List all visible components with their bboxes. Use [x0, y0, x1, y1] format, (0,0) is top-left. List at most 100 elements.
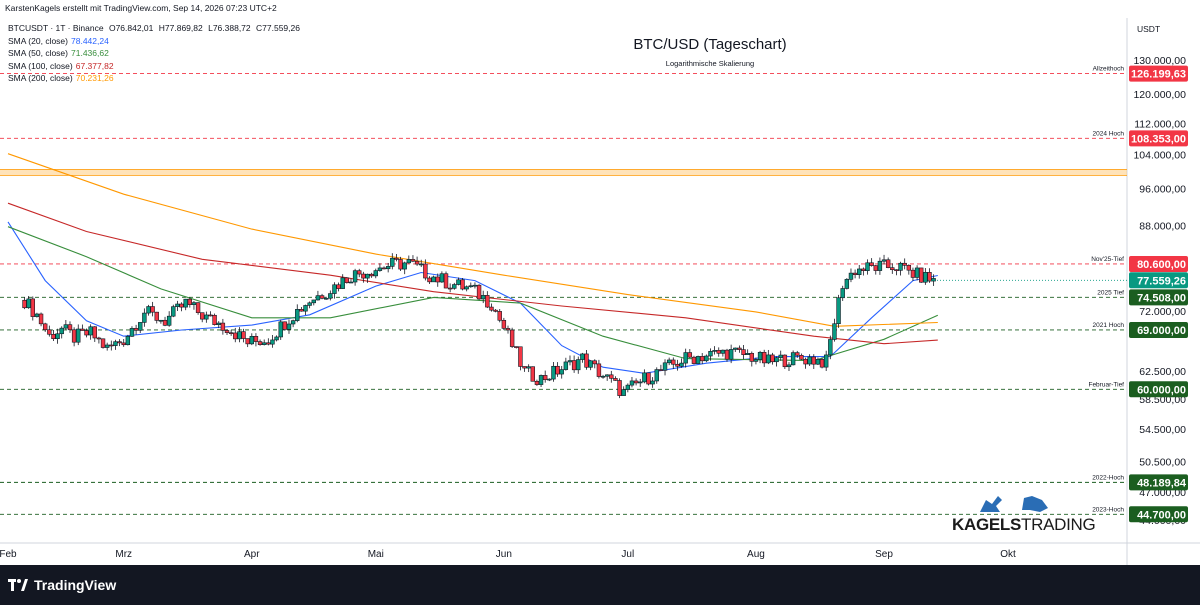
- candle-body: [233, 332, 238, 340]
- candle: [220, 318, 226, 335]
- level-price-label: 48.189,84: [1137, 477, 1187, 489]
- candle-body: [580, 353, 585, 360]
- candle: [869, 258, 874, 267]
- candle-body: [613, 378, 618, 381]
- candle: [233, 327, 238, 343]
- indicator-sma20[interactable]: SMA (20, close) 78.442,24: [8, 35, 300, 48]
- price-chart[interactable]: 44.000,0047.000,0050.500,0054.500,0058.5…: [0, 0, 1200, 565]
- candle-body: [530, 366, 535, 382]
- level-price-tag: [1129, 321, 1188, 338]
- candle: [96, 336, 102, 344]
- candle-body: [344, 277, 350, 283]
- candle-body: [509, 329, 515, 347]
- candle-body: [385, 266, 391, 270]
- candle: [571, 355, 577, 373]
- candle: [121, 338, 126, 347]
- candle: [501, 317, 507, 331]
- candle: [910, 267, 916, 282]
- candle-body: [501, 319, 507, 329]
- candle-body: [890, 267, 895, 271]
- candle-body: [592, 360, 597, 365]
- footer-brand: TradingView: [34, 577, 117, 593]
- candle-body: [38, 313, 44, 325]
- y-tick-label: 50.500,00: [1139, 456, 1186, 468]
- candle-body: [671, 359, 676, 365]
- candle: [881, 254, 887, 265]
- candle-body: [476, 284, 482, 300]
- author-line: KarstenKagels erstellt mit TradingView.c…: [5, 3, 277, 13]
- candle: [270, 334, 275, 348]
- candle-body: [728, 349, 734, 360]
- candle: [757, 350, 763, 364]
- candle: [679, 358, 684, 368]
- indicator-sma200[interactable]: SMA (200, close) 70.231,26: [8, 72, 300, 85]
- candle-body: [819, 359, 825, 368]
- candle-body: [80, 328, 85, 331]
- candle: [493, 309, 498, 313]
- ohlc-low: L76.388,72: [208, 23, 251, 33]
- candle-body: [253, 336, 259, 342]
- candle-body: [547, 378, 552, 381]
- candle-body: [212, 314, 217, 325]
- x-tick-label: Feb: [0, 549, 17, 560]
- candle-body: [617, 380, 622, 396]
- candle: [588, 360, 593, 371]
- price-axis-unit[interactable]: USDT: [1137, 24, 1161, 34]
- candle-body: [113, 341, 118, 346]
- tradingview-logo[interactable]: TradingView: [8, 577, 116, 593]
- candle: [414, 256, 420, 266]
- indicator-sma100[interactable]: SMA (100, close) 67.377,82: [8, 60, 300, 73]
- candle-body: [274, 336, 279, 341]
- candle-body: [439, 273, 445, 283]
- indicator-value: 78.442,24: [71, 35, 109, 46]
- level-price-label: 44.700,00: [1137, 509, 1186, 521]
- candle: [790, 350, 796, 366]
- level-price-label: 108.353,00: [1131, 133, 1186, 145]
- candle: [328, 290, 333, 301]
- candle: [621, 386, 626, 396]
- chart-subtitle: Logarithmische Skalierung: [665, 59, 755, 68]
- candle: [340, 274, 345, 289]
- candle: [629, 377, 635, 388]
- candle-body: [551, 365, 556, 380]
- candle: [257, 339, 263, 346]
- candle: [662, 359, 668, 376]
- x-tick-label: Jul: [621, 549, 634, 560]
- indicator-sma50[interactable]: SMA (50, close) 71.436,62: [8, 47, 300, 60]
- candle-body: [47, 329, 52, 335]
- candle: [609, 370, 614, 383]
- candle-body: [443, 273, 449, 289]
- candle-body: [175, 303, 180, 307]
- candle-body: [571, 360, 577, 371]
- candle: [303, 304, 308, 315]
- symbol-label[interactable]: BTCUSDT · 1T · Binance: [8, 23, 104, 33]
- candle: [551, 361, 556, 382]
- candle-body: [125, 336, 131, 346]
- candle-body: [576, 359, 581, 371]
- indicator-label: SMA (200, close): [8, 73, 73, 83]
- candle: [71, 327, 77, 347]
- candle-body: [844, 279, 850, 289]
- sma-line: [7, 226, 939, 362]
- candle-body: [811, 356, 816, 365]
- candle-body: [625, 384, 631, 390]
- candle: [183, 298, 188, 311]
- level-price-tag: [1129, 381, 1188, 398]
- candle-body: [522, 366, 527, 369]
- candle: [542, 370, 548, 383]
- candle: [150, 301, 155, 317]
- candle: [439, 271, 445, 283]
- y-tick-label: 62.500,00: [1139, 366, 1186, 378]
- candle: [109, 340, 114, 351]
- candle: [898, 261, 903, 276]
- candle-body: [290, 320, 296, 325]
- candle-body: [332, 284, 337, 294]
- candle: [919, 267, 924, 283]
- candle-body: [394, 257, 399, 260]
- candle-body: [336, 284, 341, 289]
- x-tick-label: Sep: [875, 549, 893, 560]
- candle-body: [497, 311, 502, 321]
- candle: [51, 330, 56, 342]
- candle: [319, 293, 325, 300]
